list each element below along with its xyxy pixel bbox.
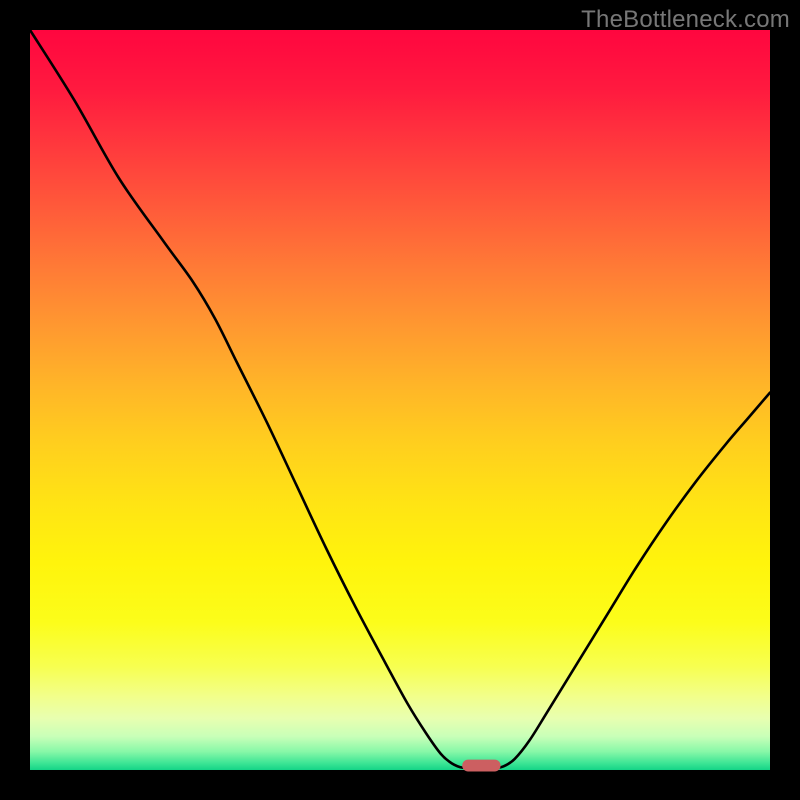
watermark-text: TheBottleneck.com [581,6,790,34]
plot-area [30,30,770,770]
optimal-marker [462,760,500,772]
chart-container: TheBottleneck.com [0,0,800,800]
bottleneck-chart [0,0,800,800]
